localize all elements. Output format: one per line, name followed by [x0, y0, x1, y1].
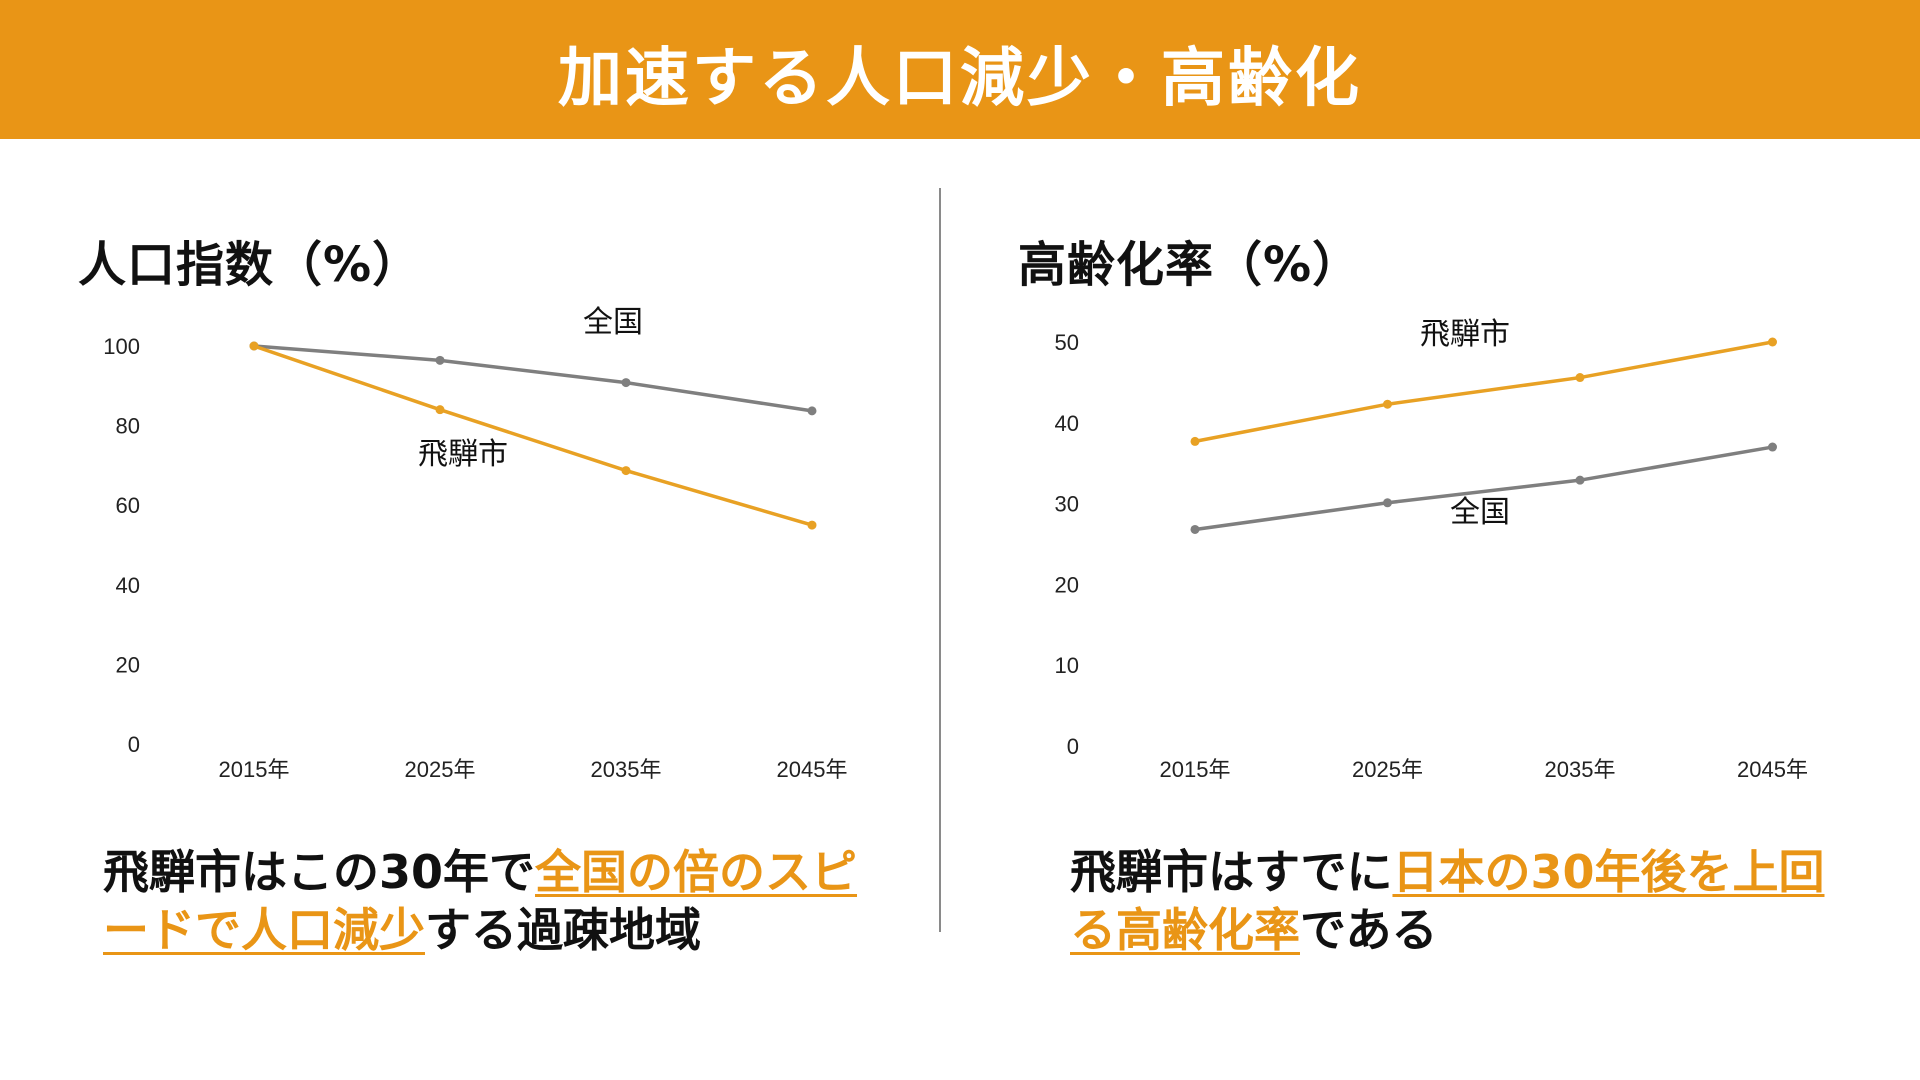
aging-data-point [1190, 524, 1200, 534]
population-y-tick-label: 60 [116, 493, 140, 518]
caption-highlight: 日本の30年後を上回る高齢化率 [1070, 845, 1825, 957]
aging-data-point [1190, 436, 1200, 446]
population-x-tick-label: 2045年 [777, 757, 848, 782]
aging-y-tick-label: 30 [1055, 492, 1079, 517]
aging-x-tick-label: 2025年 [1352, 757, 1423, 782]
aging-series-label: 全国 [1450, 496, 1510, 529]
aging-y-tick-label: 50 [1055, 330, 1079, 355]
population-series-line-0 [253, 344, 813, 413]
caption-text: 飛騨市はすでに [1070, 845, 1393, 899]
page-title: 加速する人口減少・高齢化 [558, 41, 1362, 116]
population-series-line-1 [253, 344, 813, 527]
caption-highlight: 全国の倍のスピードで人口減少 [103, 845, 858, 957]
header-bar: 加速する人口減少・高齢化 [0, 0, 1920, 139]
population-data-point [807, 520, 817, 530]
population-x-tick-label: 2025年 [405, 757, 476, 782]
population-caption: 飛騨市はこの30年で全国の倍のスピードで人口減少する過疎地域 [103, 843, 883, 959]
aging-data-point [1768, 337, 1777, 347]
population-x-tick-label: 2035年 [591, 757, 662, 782]
aging-y-tick-label: 40 [1055, 411, 1079, 436]
population-series-label: 飛騨市 [418, 438, 508, 471]
aging-data-point [1768, 442, 1777, 452]
aging-caption: 飛騨市はすでに日本の30年後を上回る高齢化率である [1070, 843, 1850, 959]
aging-series-line-1 [1194, 445, 1773, 532]
population-index-title: 人口指数（%） [78, 237, 422, 293]
aging-x-tick-label: 2035年 [1545, 757, 1616, 782]
aging-series-label: 飛騨市 [1420, 318, 1510, 351]
population-data-point [807, 406, 817, 416]
panel-divider [939, 188, 941, 932]
aging-series-line-0 [1194, 340, 1773, 444]
aging-rate-title: 高齢化率（%） [1018, 237, 1362, 293]
population-data-point [435, 355, 445, 365]
caption-text: である [1300, 903, 1438, 957]
population-y-tick-label: 100 [103, 334, 140, 359]
caption-text: 飛騨市はこの30年で [103, 845, 536, 899]
aging-y-tick-label: 0 [1067, 734, 1079, 759]
population-series-label: 全国 [583, 306, 643, 339]
population-data-point [621, 466, 631, 476]
aging-x-tick-label: 2015年 [1160, 757, 1231, 782]
caption-text: する過疎地域 [425, 903, 701, 957]
population-y-tick-label: 40 [116, 573, 140, 598]
aging-y-tick-label: 20 [1055, 572, 1079, 597]
aging-y-tick-label: 10 [1055, 653, 1079, 678]
population-data-point [621, 378, 631, 388]
population-data-point [435, 405, 445, 415]
population-y-tick-label: 80 [116, 414, 140, 439]
population-y-tick-label: 0 [128, 732, 140, 757]
population-x-tick-label: 2015年 [219, 757, 290, 782]
population-data-point [249, 341, 259, 351]
aging-data-point [1575, 373, 1585, 383]
aging-data-point [1575, 475, 1585, 485]
population-y-tick-label: 20 [116, 652, 140, 677]
aging-data-point [1383, 498, 1392, 508]
aging-data-point [1383, 399, 1392, 409]
aging-x-tick-label: 2045年 [1737, 757, 1808, 782]
